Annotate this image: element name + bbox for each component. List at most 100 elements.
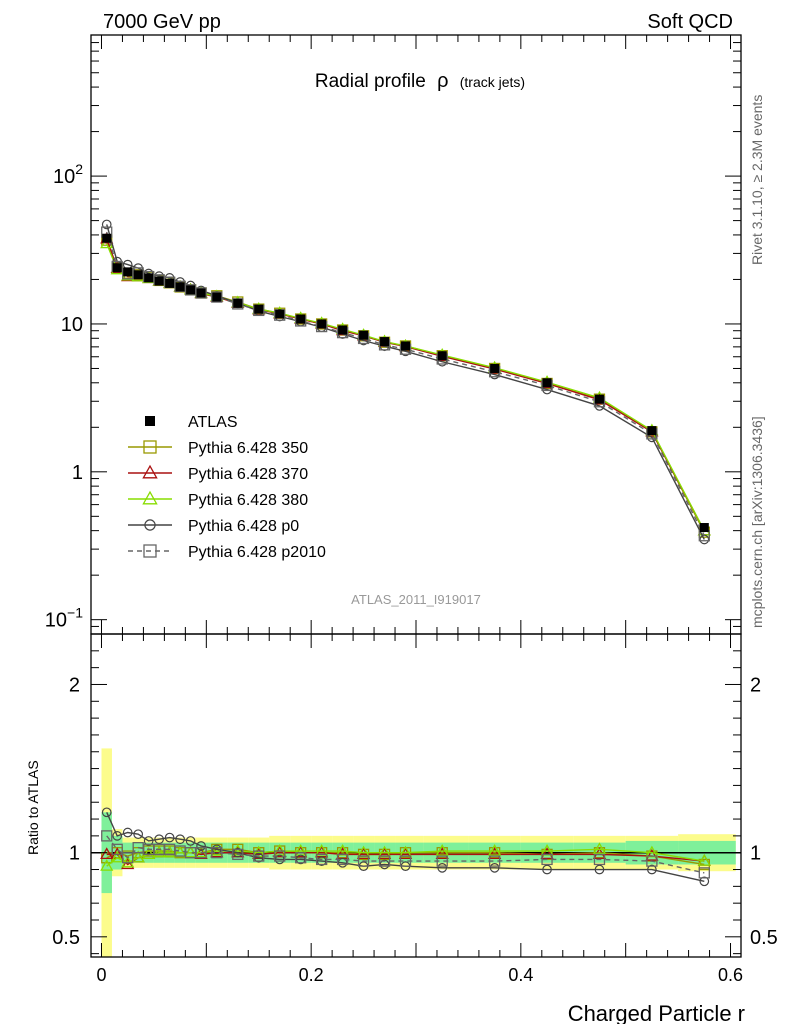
title-main: Radial profile xyxy=(315,71,426,92)
x-tick-label: 0.4 xyxy=(508,965,533,985)
atlas-point xyxy=(594,394,604,404)
atlas-point xyxy=(490,363,500,373)
atlas-point xyxy=(102,233,112,243)
ratio-line-pythia-6428-p0 xyxy=(106,812,705,882)
y-tick-base: 10 xyxy=(61,314,83,336)
ratio-point xyxy=(274,850,286,862)
ratio-point xyxy=(111,843,123,855)
atlas-point xyxy=(123,267,133,277)
atlas-point xyxy=(317,319,327,329)
y-tick-exponent: 2 xyxy=(75,161,83,177)
legend-label: Pythia 6.428 380 xyxy=(188,492,308,509)
ratio-tick-label-left: 1 xyxy=(69,843,80,865)
ratio-point xyxy=(647,864,657,875)
ratio-point xyxy=(183,845,198,858)
atlas-point xyxy=(186,285,196,295)
series-line-pythia-6428-p2010 xyxy=(106,231,705,537)
ratio-point xyxy=(435,843,449,856)
legend-marker xyxy=(143,440,157,454)
y-tick-exponent: −1 xyxy=(67,605,83,621)
atlas-point xyxy=(275,309,285,319)
ratio-point xyxy=(435,847,449,860)
ratio-point xyxy=(295,852,307,864)
chart-title: Radial profile ρ (track jets) xyxy=(315,70,525,92)
atlas-point xyxy=(699,523,709,533)
ratio-point xyxy=(488,843,502,856)
ratio-point xyxy=(698,867,710,879)
ratio-point xyxy=(154,834,164,845)
ratio-point xyxy=(437,862,448,873)
ratio-point xyxy=(274,854,285,865)
ratio-point xyxy=(315,853,328,866)
ratio-y-axis-label: Ratio to ATLAS xyxy=(25,760,41,855)
ratio-point xyxy=(316,856,327,866)
ratio-point xyxy=(646,855,658,867)
atlas-point xyxy=(175,282,185,292)
category-label: Soft QCD xyxy=(647,11,733,33)
ratio-point xyxy=(152,845,166,858)
ratio-point xyxy=(542,864,552,875)
x-axis-label: Charged Particle r xyxy=(568,1001,745,1024)
ratio-point xyxy=(378,855,391,867)
ratio-point xyxy=(294,845,308,858)
ratio-point xyxy=(101,830,113,842)
atlas-point xyxy=(296,314,306,324)
ratio-point xyxy=(232,848,244,861)
ratio-point xyxy=(377,847,392,860)
x-tick-label: 0.6 xyxy=(718,965,743,985)
atlas-point xyxy=(401,341,411,351)
ratio-point xyxy=(697,854,711,866)
ratio-point xyxy=(488,855,501,867)
atlas-point xyxy=(165,278,175,288)
ratio-point xyxy=(122,827,133,838)
ratio-point xyxy=(133,829,144,840)
ratio-point xyxy=(336,853,349,866)
legend-label: Pythia 6.428 370 xyxy=(188,466,308,483)
series-point xyxy=(211,291,223,303)
ratio-point xyxy=(163,845,177,858)
ratio-point xyxy=(122,852,134,864)
ratio-point xyxy=(436,855,448,867)
ratio-point xyxy=(253,852,264,863)
ratio-point xyxy=(194,847,208,860)
legend-marker xyxy=(143,544,157,558)
legend-label: Pythia 6.428 p0 xyxy=(188,518,299,535)
ratio-tick-label-right: 0.5 xyxy=(750,927,778,949)
ratio-point xyxy=(143,836,154,846)
ratio-point xyxy=(645,848,659,861)
series-line-pythia-6428-350 xyxy=(106,239,705,533)
y-tick-base: 1 xyxy=(72,462,83,484)
ratio-tick-label-right: 2 xyxy=(750,674,761,696)
ratio-point xyxy=(489,862,500,873)
ratio-point xyxy=(211,847,223,859)
legend-label: Pythia 6.428 350 xyxy=(188,440,308,457)
ratio-plot-series xyxy=(100,807,711,887)
atlas-point xyxy=(154,276,164,286)
atlas-point xyxy=(254,304,264,314)
atlas-point xyxy=(359,330,369,340)
atlas-point xyxy=(212,292,222,302)
ratio-point xyxy=(185,836,196,846)
ratio-point xyxy=(112,831,123,841)
atlas-point xyxy=(647,426,657,436)
y-tick-label: 10−1 xyxy=(45,605,83,632)
ratio-point xyxy=(541,853,553,866)
ratio-point xyxy=(100,859,114,871)
y-tick-base: 10 xyxy=(53,166,75,188)
ratio-point xyxy=(101,807,112,818)
legend-marker xyxy=(144,519,156,531)
legend-label-atlas: ATLAS xyxy=(188,414,238,431)
legend-marker xyxy=(142,464,158,479)
series-point xyxy=(195,287,207,299)
energy-label: 7000 GeV pp xyxy=(103,11,221,33)
legend-marker-atlas xyxy=(145,416,155,426)
ratio-point xyxy=(100,847,114,860)
atlas-point xyxy=(380,337,390,347)
ratio-tick-label-left: 0.5 xyxy=(52,927,80,949)
ratio-point xyxy=(540,847,554,860)
atlas-point xyxy=(233,298,243,308)
atlas-point xyxy=(437,351,447,361)
title-suffix: (track jets) xyxy=(460,74,525,90)
x-tick-label: 0.2 xyxy=(299,965,324,985)
